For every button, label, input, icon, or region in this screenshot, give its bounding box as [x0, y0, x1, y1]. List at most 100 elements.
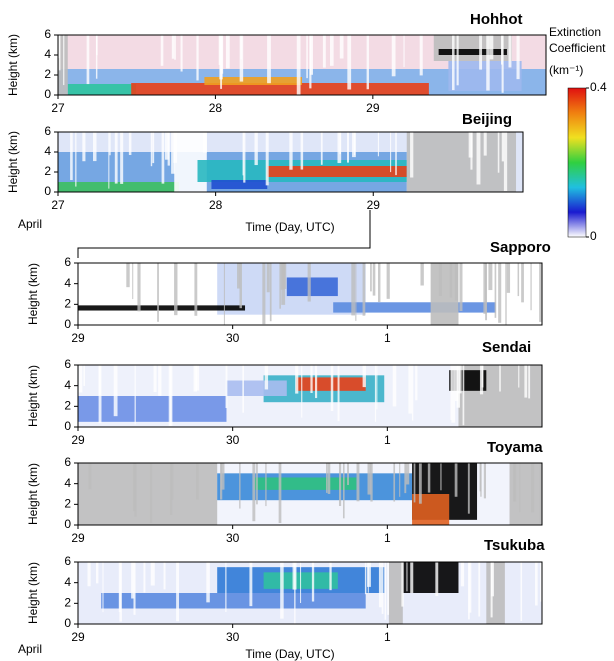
image-streak [171, 132, 176, 174]
image-streak [372, 263, 376, 296]
y-tick-label: 2 [64, 399, 71, 413]
image-streak [220, 463, 225, 490]
image-layer [58, 35, 68, 95]
image-streak [459, 263, 463, 312]
image-streak [427, 463, 431, 493]
y-tick-label: 0 [44, 87, 51, 101]
image-streak [95, 35, 98, 79]
panel-title: Sapporo [490, 239, 551, 256]
image-streak [451, 365, 456, 423]
image-streak [516, 35, 520, 80]
image-streak [413, 463, 416, 503]
image-streak [454, 365, 459, 402]
image-streak [393, 463, 396, 502]
image-streak [150, 562, 155, 586]
image-streak [206, 562, 210, 603]
image-streak [366, 35, 369, 90]
x-tick-label: 30 [226, 630, 240, 644]
x-tick-label: 1 [384, 630, 391, 644]
image-streak [390, 132, 392, 173]
image-layer [78, 463, 218, 525]
image-streak [367, 562, 369, 593]
image-streak [173, 132, 178, 163]
image-streak [326, 463, 328, 493]
image-layer [78, 305, 246, 311]
image-streak [392, 365, 397, 407]
y-tick-label: 0 [64, 419, 71, 433]
image-streak [403, 35, 405, 68]
panel-title: Tsukuba [484, 537, 545, 554]
image-streak [362, 263, 366, 316]
image-streak [486, 35, 490, 91]
image-streak [454, 263, 458, 301]
image-streak [521, 263, 524, 303]
y-tick-label: 0 [64, 317, 71, 331]
plot-frame [57, 34, 547, 96]
x-tick-label: 29 [71, 433, 85, 447]
x-tick-label: 1 [384, 331, 391, 345]
plot-frame [77, 262, 543, 326]
image-layer [131, 83, 429, 95]
image-streak [480, 463, 482, 497]
image-streak [535, 562, 538, 606]
image-layer [430, 263, 459, 325]
image-streak [249, 562, 253, 607]
image-streak [160, 35, 164, 66]
image-streak [311, 562, 315, 602]
image-streak [300, 562, 302, 604]
image-streak [202, 132, 207, 153]
image-streak [264, 365, 269, 390]
y-axis-label: Height (km) [6, 131, 20, 193]
image-streak [307, 263, 311, 302]
image-streak [356, 463, 360, 502]
image-streak [498, 263, 502, 323]
plot-frame [77, 462, 543, 526]
image-streak [355, 263, 357, 321]
image-streak [242, 365, 244, 413]
image-streak [281, 263, 286, 305]
y-tick-label: 6 [64, 554, 71, 568]
image-streak [174, 35, 176, 60]
image-streak [194, 263, 198, 316]
y-tick-label: 0 [44, 184, 51, 198]
image-streak [351, 263, 356, 316]
y-tick-label: 0 [64, 616, 71, 630]
image-streak [88, 463, 92, 490]
image-layer [204, 77, 302, 85]
image-streak [395, 132, 397, 176]
image-streak [454, 463, 458, 497]
image-streak [266, 263, 270, 293]
image-streak [478, 562, 481, 617]
x-tick-label: 29 [366, 101, 380, 115]
image-streak [339, 35, 344, 59]
image-streak [327, 463, 331, 494]
image-streak [320, 132, 323, 165]
y-axis-label: Height (km) [6, 34, 20, 96]
image-streak [481, 365, 484, 388]
x-tick-label: 29 [71, 331, 85, 345]
image-streak [377, 132, 379, 157]
image-streak [132, 263, 134, 300]
image-streak [294, 562, 296, 624]
image-streak [134, 463, 137, 517]
image-streak [300, 132, 304, 170]
image-streak [370, 263, 372, 292]
x-tick-label: 29 [71, 630, 85, 644]
x-tick-label: 27 [51, 198, 65, 212]
image-streak [367, 463, 372, 495]
image-layer [388, 562, 403, 624]
image-streak [517, 263, 520, 297]
image-streak [456, 365, 461, 408]
image-streak [338, 463, 342, 506]
image-streak [161, 132, 165, 184]
y-tick-label: 4 [64, 378, 71, 392]
image-streak [310, 365, 313, 393]
image-streak [329, 35, 334, 66]
image-streak [131, 562, 135, 599]
panel-title: Beijing [462, 111, 512, 128]
image-streak [239, 463, 241, 509]
image-layer [333, 302, 496, 313]
colorbar-label: Coefficient [549, 41, 606, 55]
x-tick-label: 1 [384, 531, 391, 545]
